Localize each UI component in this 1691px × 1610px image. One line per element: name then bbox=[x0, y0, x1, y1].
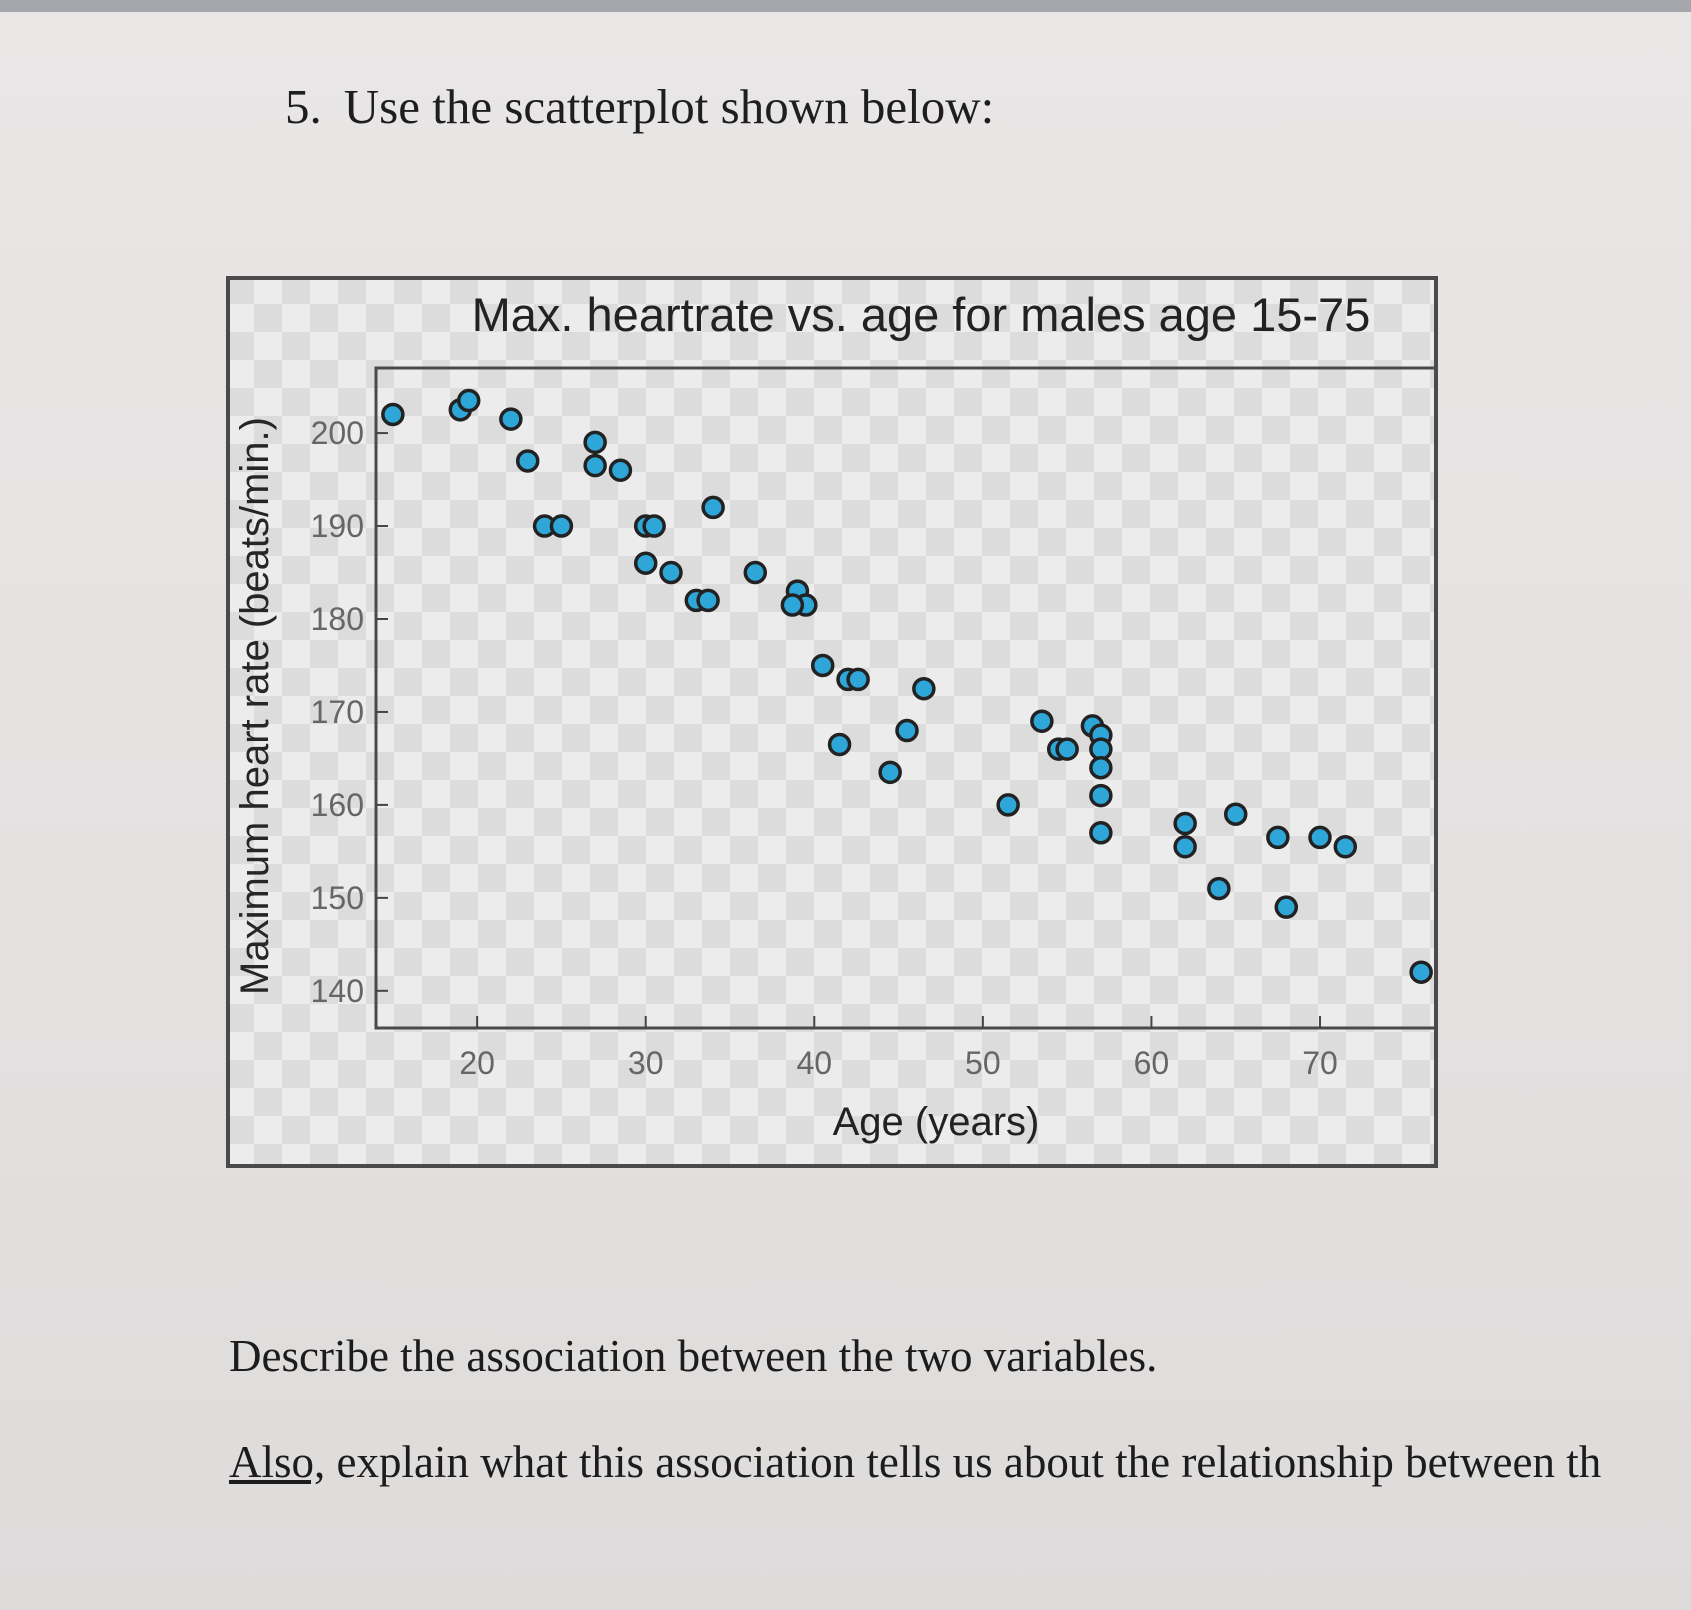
question-heading: 5. Use the scatterplot shown below: bbox=[285, 78, 994, 135]
x-tick-label: 40 bbox=[796, 1045, 832, 1081]
data-point bbox=[1030, 709, 1054, 733]
y-axis-label: Maximum heart rate (beats/min.) bbox=[233, 417, 277, 995]
scatterplot-figure: Max. heartrate vs. age for males age 15-… bbox=[226, 276, 1440, 1173]
data-point bbox=[895, 718, 919, 743]
data-point bbox=[1089, 783, 1113, 808]
x-tick-label: 30 bbox=[628, 1045, 664, 1081]
question-number: 5. bbox=[285, 79, 322, 134]
question-text: Use the scatterplot shown below: bbox=[343, 79, 995, 134]
data-point bbox=[515, 449, 540, 473]
data-point bbox=[608, 458, 633, 483]
data-point bbox=[456, 388, 481, 413]
data-point bbox=[1308, 825, 1332, 850]
data-point bbox=[1333, 834, 1358, 859]
data-point bbox=[642, 514, 666, 538]
y-tick-label: 200 bbox=[311, 415, 364, 451]
data-point bbox=[827, 732, 852, 757]
data-point bbox=[381, 402, 405, 427]
data-point bbox=[583, 453, 607, 478]
x-tick-label: 50 bbox=[965, 1045, 1001, 1081]
data-point bbox=[499, 407, 523, 431]
y-tick-label: 150 bbox=[311, 880, 364, 916]
x-axis-label: Age (years) bbox=[833, 1100, 1040, 1144]
data-point bbox=[1173, 834, 1197, 859]
data-point bbox=[659, 560, 683, 585]
data-point bbox=[1266, 825, 1290, 850]
y-tick-label: 140 bbox=[311, 973, 364, 1009]
data-point bbox=[743, 560, 768, 585]
y-tick-label: 180 bbox=[311, 601, 364, 637]
data-point bbox=[1055, 737, 1079, 761]
data-point bbox=[1089, 755, 1113, 780]
top-edge bbox=[0, 0, 1691, 12]
also-word: Also, bbox=[229, 1437, 326, 1487]
data-point bbox=[1173, 811, 1197, 836]
data-point bbox=[912, 676, 936, 701]
figure-frame bbox=[226, 276, 1438, 1168]
data-point bbox=[549, 514, 574, 538]
data-point bbox=[878, 760, 902, 785]
x-tick-label: 60 bbox=[1134, 1045, 1170, 1081]
data-point bbox=[696, 588, 720, 613]
data-point bbox=[1207, 876, 1231, 901]
chart-title: Max. heartrate vs. age for males age 15-… bbox=[472, 288, 1371, 341]
data-point bbox=[633, 551, 658, 575]
data-point bbox=[1223, 802, 1248, 826]
data-point bbox=[810, 653, 835, 678]
data-point bbox=[583, 430, 607, 455]
y-tick-label: 160 bbox=[311, 787, 364, 823]
data-point bbox=[780, 593, 805, 617]
data-point bbox=[1274, 895, 1299, 919]
data-point bbox=[1409, 960, 1433, 984]
scatterplot: Max. heartrate vs. age for males age 15-… bbox=[226, 276, 1440, 1168]
data-point bbox=[996, 793, 1020, 817]
explain-prompt: Also, explain what this association tell… bbox=[229, 1436, 1691, 1488]
describe-prompt: Describe the association between the two… bbox=[229, 1331, 1158, 1381]
data-point bbox=[846, 667, 870, 692]
y-tick-label: 190 bbox=[311, 508, 364, 544]
data-point bbox=[701, 495, 725, 520]
x-tick-label: 20 bbox=[459, 1045, 495, 1081]
x-tick-label: 70 bbox=[1302, 1045, 1338, 1081]
explain-text: explain what this association tells us a… bbox=[325, 1437, 1602, 1487]
y-tick-label: 170 bbox=[311, 694, 364, 730]
data-point bbox=[1089, 821, 1113, 845]
